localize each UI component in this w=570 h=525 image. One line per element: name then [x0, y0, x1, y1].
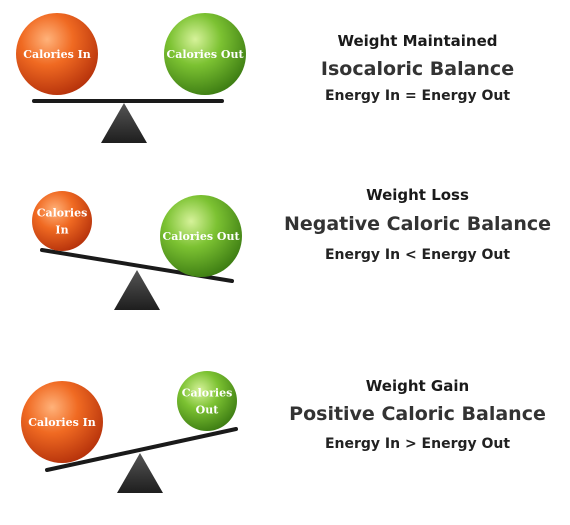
- fulcrum-triangle: [101, 103, 147, 143]
- panel-3-balance: Positive Caloric Balance: [289, 403, 546, 425]
- fulcrum-triangle: [117, 453, 163, 493]
- panel-3-state: Weight Gain: [365, 377, 470, 395]
- calories-in-label: Calories In: [28, 416, 96, 429]
- panel-3-equation: Energy In > Energy Out: [324, 436, 511, 452]
- calories-out-label: Calories Out: [162, 230, 240, 243]
- calories-in-ball: [32, 191, 92, 251]
- calories-out-ball: [160, 195, 242, 277]
- calories-out-ball: [164, 13, 246, 95]
- seesaw-beam: [45, 427, 238, 472]
- panel-1-equation: Energy In = Energy Out: [324, 88, 511, 104]
- panel-3-seesaw: Calories In Calories Out: [21, 371, 238, 493]
- panel-2-equation: Energy In < Energy Out: [324, 247, 511, 263]
- calories-out-label: Out: [196, 403, 220, 416]
- panel-2-state: Weight Loss: [366, 186, 469, 204]
- calories-out-label: Calories: [182, 386, 233, 399]
- panel-2-seesaw: Calories In Calories Out: [32, 191, 242, 310]
- panel-1-seesaw: Calories In Calories Out: [16, 13, 246, 143]
- calories-in-ball: [16, 13, 98, 95]
- calories-in-label: Calories In: [23, 48, 91, 61]
- calories-in-ball: [21, 381, 103, 463]
- fulcrum-triangle: [114, 270, 160, 310]
- calories-out-ball: [177, 371, 237, 431]
- calories-out-label: Calories Out: [166, 48, 244, 61]
- panel-1-state: Weight Maintained: [337, 32, 498, 50]
- calories-in-label: Calories: [37, 206, 88, 219]
- panel-2-balance: Negative Caloric Balance: [283, 213, 552, 235]
- panel-1-balance: Isocaloric Balance: [320, 58, 515, 80]
- calories-in-label: In: [55, 223, 68, 236]
